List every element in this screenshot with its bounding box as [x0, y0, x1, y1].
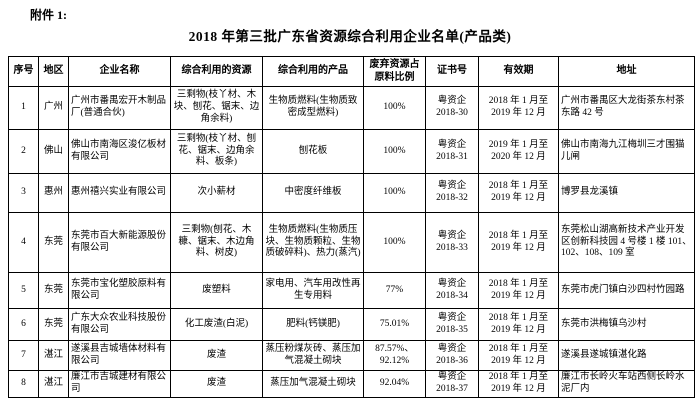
table-row: 1 广州 广州市番禺宏开木制品厂(普通合伙) 三剩物(枝丫材、木块、刨花、锯末、边角余…: [8, 86, 695, 130]
table-cell: 东莞市虎门镇白沙四村竹园路: [558, 272, 695, 309]
table-row: 4 东莞 东莞市百大新能源股份有限公司 三剩物(刨花、木糠、锯末、木边角料、树皮) 生物…: [8, 212, 695, 273]
column-header: 企业名称: [68, 56, 171, 87]
table-cell: 东莞市百大新能源股份有限公司: [68, 212, 171, 273]
column-header: 地址: [558, 56, 695, 87]
table-cell: 廉江市吉城建材有限公司: [68, 370, 171, 398]
column-header: 综合利用的资源: [170, 56, 263, 87]
table-cell: 2018 年 1 月至 2019 年 12 月: [478, 370, 559, 398]
table-cell: 废渣: [170, 340, 263, 371]
table-cell: 次小薪材: [170, 173, 263, 213]
table-cell: 100%: [363, 212, 426, 273]
table-cell: 湛江: [38, 370, 69, 398]
table-cell: 3: [8, 173, 39, 213]
table-cell: 廉江市长岭火车站西侧长岭水泥厂内: [558, 370, 695, 398]
table-row: 8 湛江 廉江市吉城建材有限公司 废渣 蒸压加气混凝土砌块 92.04% 粤资企 2018-…: [8, 370, 695, 398]
table-cell: 佛山市南海九江梅圳三才围猫儿闸: [558, 129, 695, 174]
table-row: 2 佛山 佛山市南海区浚亿板材有限公司 三剩物(枝丫材、刨花、锯末、边角余料、板条) 刨…: [8, 129, 695, 174]
table-cell: 三剩物(枝丫材、木块、刨花、锯末、边角余料): [170, 86, 263, 130]
table-cell: 2018 年 1 月至 2019 年 12 月: [478, 340, 559, 371]
company-table: 序号 地区 企业名称 综合利用的资源 综合利用的产品 废弃资源占原料比例 证书号 有效期 地址 …: [8, 56, 695, 398]
table-cell: 5: [8, 272, 39, 309]
table-cell: 三剩物(刨花、木糠、锯末、木边角料、树皮): [170, 212, 263, 273]
table-cell: 遂溪县遂城镇湛化路: [558, 340, 695, 371]
table-cell: 废渣: [170, 370, 263, 398]
table-cell: 肥料(钙镁肥): [262, 308, 364, 341]
table-cell: 4: [8, 212, 39, 273]
table-cell: 遂溪县吉城墙体材料有限公司: [68, 340, 171, 371]
table-cell: 东莞市宝化塑胶原料有限公司: [68, 272, 171, 309]
table-cell: 广东大众农业科技股份有限公司: [68, 308, 171, 341]
attachment-label: 附件 1:: [30, 8, 67, 22]
table-header-row: 序号 地区 企业名称 综合利用的资源 综合利用的产品 废弃资源占原料比例 证书号 有效期 地址: [8, 56, 695, 87]
table-cell: 湛江: [38, 340, 69, 371]
table-cell: 2018 年 1 月至 2019 年 12 月: [478, 86, 559, 130]
page-title: 2018 年第三批广东省资源综合利用企业名单(产品类): [188, 29, 512, 44]
table-row: 3 惠州 惠州禧兴实业有限公司 次小薪材 中密度纤维板 100% 粤资企 2018-32 20…: [8, 173, 695, 213]
table-cell: 2018 年 1 月至 2019 年 12 月: [478, 173, 559, 213]
column-header: 序号: [8, 56, 39, 87]
table-cell: 东莞: [38, 272, 69, 309]
table-cell: 2: [8, 129, 39, 174]
table-row: 5 东莞 东莞市宝化塑胶原料有限公司 废塑料 家电用、汽车用改性再生专用料 77% 粤资企 …: [8, 272, 695, 309]
table-cell: 废塑料: [170, 272, 263, 309]
table-cell: 87.57%、 92.12%: [363, 340, 426, 371]
company-table-body: 1 广州 广州市番禺宏开木制品厂(普通合伙) 三剩物(枝丫材、木块、刨花、锯末、边角余…: [8, 86, 695, 398]
table-cell: 1: [8, 86, 39, 130]
column-header: 证书号: [425, 56, 479, 87]
table-cell: 惠州禧兴实业有限公司: [68, 173, 171, 213]
table-cell: 生物质燃料(生物质压块、生物质颗粒、生物质破碎料)、热力(蒸汽): [262, 212, 364, 273]
table-cell: 三剩物(枝丫材、刨花、锯末、边角余料、板条): [170, 129, 263, 174]
table-cell: 粤资企 2018-30: [425, 86, 479, 130]
column-header: 废弃资源占原料比例: [363, 56, 426, 87]
table-cell: 2018 年 1 月至 2019 年 12 月: [478, 308, 559, 341]
table-cell: 佛山: [38, 129, 69, 174]
table-cell: 东莞松山湖高新技术产业开发区创新科技园 4 号楼 1 楼 101、102、108…: [558, 212, 695, 273]
table-cell: 75.01%: [363, 308, 426, 341]
table-cell: 广州市番禺区大龙街茶东村茶东路 42 号: [558, 86, 695, 130]
table-cell: 东莞: [38, 212, 69, 273]
column-header: 综合利用的产品: [262, 56, 364, 87]
table-cell: 广州: [38, 86, 69, 130]
table-cell: 100%: [363, 129, 426, 174]
table-cell: 东莞市洪梅镇乌沙村: [558, 308, 695, 341]
table-cell: 粤资企 2018-36: [425, 340, 479, 371]
table-cell: 2019 年 1 月至 2020 年 12 月: [478, 129, 559, 174]
table-row: 7 湛江 遂溪县吉城墙体材料有限公司 废渣 蒸压粉煤灰砖、蒸压加气混凝土砌块 87.57%…: [8, 340, 695, 371]
table-cell: 92.04%: [363, 370, 426, 398]
table-cell: 粤资企 2018-35: [425, 308, 479, 341]
table-row: 6 东莞 广东大众农业科技股份有限公司 化工废渣(白泥) 肥料(钙镁肥) 75.01% 粤资…: [8, 308, 695, 341]
table-cell: 化工废渣(白泥): [170, 308, 263, 341]
table-cell: 2018 年 1 月至 2019 年 12 月: [478, 212, 559, 273]
table-cell: 粤资企 2018-31: [425, 129, 479, 174]
table-cell: 粤资企 2018-37: [425, 370, 479, 398]
table-cell: 粤资企 2018-34: [425, 272, 479, 309]
table-cell: 2018 年 1 月至 2019 年 12 月: [478, 272, 559, 309]
table-cell: 刨花板: [262, 129, 364, 174]
table-cell: 粤资企 2018-32: [425, 173, 479, 213]
table-cell: 蒸压粉煤灰砖、蒸压加气混凝土砌块: [262, 340, 364, 371]
column-header: 有效期: [478, 56, 559, 87]
table-cell: 佛山市南海区浚亿板材有限公司: [68, 129, 171, 174]
table-cell: 100%: [363, 173, 426, 213]
table-cell: 蒸压加气混凝土砌块: [262, 370, 364, 398]
table-cell: 77%: [363, 272, 426, 309]
column-header: 地区: [38, 56, 69, 87]
table-cell: 7: [8, 340, 39, 371]
table-cell: 6: [8, 308, 39, 341]
table-cell: 8: [8, 370, 39, 398]
table-cell: 惠州: [38, 173, 69, 213]
table-cell: 中密度纤维板: [262, 173, 364, 213]
table-cell: 东莞: [38, 308, 69, 341]
table-cell: 博罗县龙溪镇: [558, 173, 695, 213]
table-cell: 广州市番禺宏开木制品厂(普通合伙): [68, 86, 171, 130]
table-cell: 生物质燃料(生物质致密成型燃料): [262, 86, 364, 130]
table-cell: 100%: [363, 86, 426, 130]
table-cell: 粤资企 2018-33: [425, 212, 479, 273]
table-cell: 家电用、汽车用改性再生专用料: [262, 272, 364, 309]
